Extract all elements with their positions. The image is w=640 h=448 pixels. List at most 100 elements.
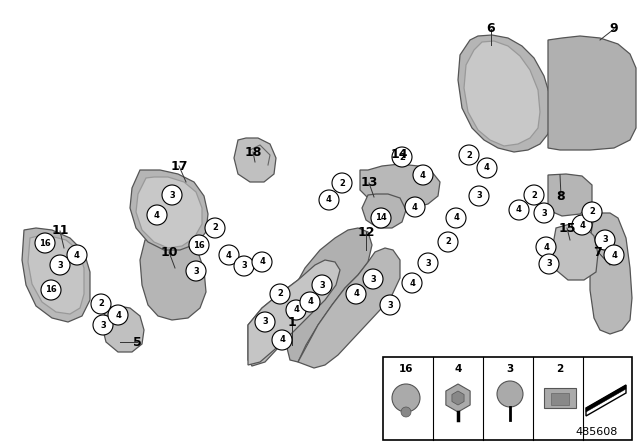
Text: 13: 13: [360, 177, 378, 190]
Circle shape: [497, 381, 523, 407]
Text: 2: 2: [339, 178, 345, 188]
Polygon shape: [552, 224, 598, 280]
Polygon shape: [298, 248, 400, 368]
Circle shape: [319, 190, 339, 210]
Circle shape: [91, 294, 111, 314]
Text: 2: 2: [531, 190, 537, 199]
Text: 4: 4: [412, 202, 418, 211]
Circle shape: [186, 261, 206, 281]
Circle shape: [534, 203, 554, 223]
Circle shape: [418, 253, 438, 273]
Circle shape: [312, 275, 332, 295]
Circle shape: [162, 185, 182, 205]
Text: 4: 4: [154, 211, 160, 220]
Text: 14: 14: [375, 214, 387, 223]
Text: 4: 4: [611, 250, 617, 259]
Text: 1: 1: [287, 316, 296, 329]
Text: 3: 3: [57, 260, 63, 270]
Polygon shape: [548, 36, 636, 150]
Polygon shape: [590, 213, 632, 334]
Circle shape: [286, 300, 306, 320]
Polygon shape: [22, 228, 90, 322]
Circle shape: [405, 197, 425, 217]
Circle shape: [219, 245, 239, 265]
Circle shape: [539, 254, 559, 274]
Text: 4: 4: [74, 250, 80, 259]
Polygon shape: [234, 138, 276, 182]
Circle shape: [205, 218, 225, 238]
Text: 4: 4: [409, 279, 415, 288]
Text: 2: 2: [399, 152, 405, 161]
Circle shape: [35, 233, 55, 253]
FancyBboxPatch shape: [551, 393, 569, 405]
Circle shape: [477, 158, 497, 178]
Circle shape: [272, 330, 292, 350]
Circle shape: [371, 208, 391, 228]
Text: 14: 14: [390, 148, 408, 161]
Circle shape: [270, 284, 290, 304]
Text: 16: 16: [45, 285, 57, 294]
Text: 3: 3: [387, 301, 393, 310]
Polygon shape: [586, 385, 626, 416]
Text: 16: 16: [399, 364, 413, 374]
Text: 4: 4: [279, 336, 285, 345]
Text: 3: 3: [546, 259, 552, 268]
Text: 4: 4: [353, 289, 359, 298]
FancyBboxPatch shape: [544, 388, 576, 408]
Circle shape: [147, 205, 167, 225]
Text: 4: 4: [226, 250, 232, 259]
Text: 2: 2: [556, 364, 564, 374]
Polygon shape: [285, 228, 372, 362]
Polygon shape: [446, 384, 470, 412]
Text: 2: 2: [445, 237, 451, 246]
Circle shape: [380, 295, 400, 315]
Text: 16: 16: [39, 238, 51, 247]
Circle shape: [402, 273, 422, 293]
Text: 11: 11: [51, 224, 68, 237]
Text: 7: 7: [594, 246, 602, 258]
Polygon shape: [248, 260, 340, 365]
Text: 3: 3: [100, 320, 106, 329]
Text: 17: 17: [170, 159, 188, 172]
Circle shape: [252, 252, 272, 272]
Polygon shape: [464, 41, 540, 146]
Text: 3: 3: [241, 262, 247, 271]
Circle shape: [582, 202, 602, 222]
Circle shape: [346, 284, 366, 304]
Text: 12: 12: [357, 225, 375, 238]
Text: 4: 4: [326, 195, 332, 204]
Text: 16: 16: [193, 241, 205, 250]
Text: 2: 2: [212, 224, 218, 233]
Circle shape: [401, 407, 411, 417]
Text: 2: 2: [277, 289, 283, 298]
Circle shape: [446, 208, 466, 228]
Polygon shape: [130, 170, 208, 250]
Circle shape: [67, 245, 87, 265]
Text: 3: 3: [370, 275, 376, 284]
Circle shape: [413, 165, 433, 185]
Text: 3: 3: [169, 190, 175, 199]
Text: 18: 18: [244, 146, 262, 159]
Circle shape: [255, 312, 275, 332]
Text: 4: 4: [454, 364, 461, 374]
Text: 6: 6: [486, 22, 495, 35]
Circle shape: [438, 232, 458, 252]
Text: 4: 4: [307, 297, 313, 306]
Text: 3: 3: [602, 236, 608, 245]
Circle shape: [469, 186, 489, 206]
Circle shape: [234, 256, 254, 276]
Circle shape: [300, 292, 320, 312]
Circle shape: [459, 145, 479, 165]
Text: 485608: 485608: [576, 427, 618, 437]
Circle shape: [604, 245, 624, 265]
Text: 4: 4: [293, 306, 299, 314]
Circle shape: [50, 255, 70, 275]
Text: 4: 4: [484, 164, 490, 172]
Polygon shape: [458, 35, 552, 152]
Circle shape: [363, 269, 383, 289]
Text: 3: 3: [262, 318, 268, 327]
Polygon shape: [136, 177, 202, 248]
Text: 4: 4: [543, 242, 549, 251]
Text: 3: 3: [506, 364, 514, 374]
Polygon shape: [548, 174, 592, 216]
